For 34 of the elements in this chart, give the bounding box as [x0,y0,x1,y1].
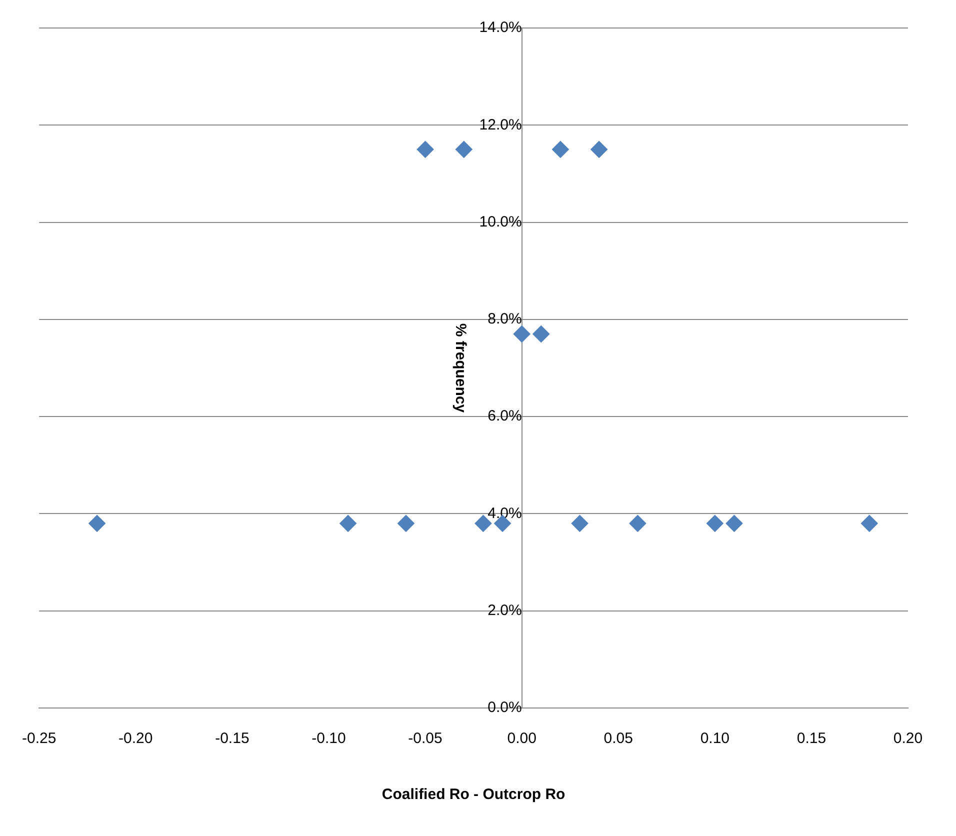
y-tick-label: 2.0% [488,602,522,619]
y-tick-label: 8.0% [488,310,522,328]
y-axis-title: % frequency [452,323,470,414]
x-tick-label: 0.20 [893,730,923,748]
point [571,514,588,532]
point [629,514,646,532]
point [416,140,434,158]
point [455,140,472,158]
point [513,326,530,342]
point [706,514,724,532]
x-tick-label: -0.10 [312,730,346,748]
x-tick-label: 0.00 [507,730,536,748]
point [860,514,878,532]
point [88,514,106,532]
y-tick-label: 14.0% [479,19,522,36]
x-tick-label: -0.15 [215,730,250,748]
point [397,514,414,532]
x-tick-label: 0.05 [604,730,633,748]
x-tick-label: 0.10 [700,730,730,748]
point [552,140,569,158]
x-tick-label: 0.15 [796,730,826,748]
x-tick-label: -0.25 [22,730,56,748]
y-tick-label: 4.0% [488,504,522,522]
y-tick-label: 10.0% [479,213,522,230]
point [590,140,608,158]
x-tick-label: -0.20 [118,730,153,748]
point [532,326,550,342]
y-tick-label: 0.0% [488,699,522,716]
y-tick-label: 12.0% [479,116,522,134]
x-tick-label: -0.05 [408,730,442,748]
x-axis-title: Coalified Ro - Outcrop Ro [382,786,566,804]
point [340,514,357,532]
point [726,514,743,532]
y-tick-label: 6.0% [488,408,522,425]
